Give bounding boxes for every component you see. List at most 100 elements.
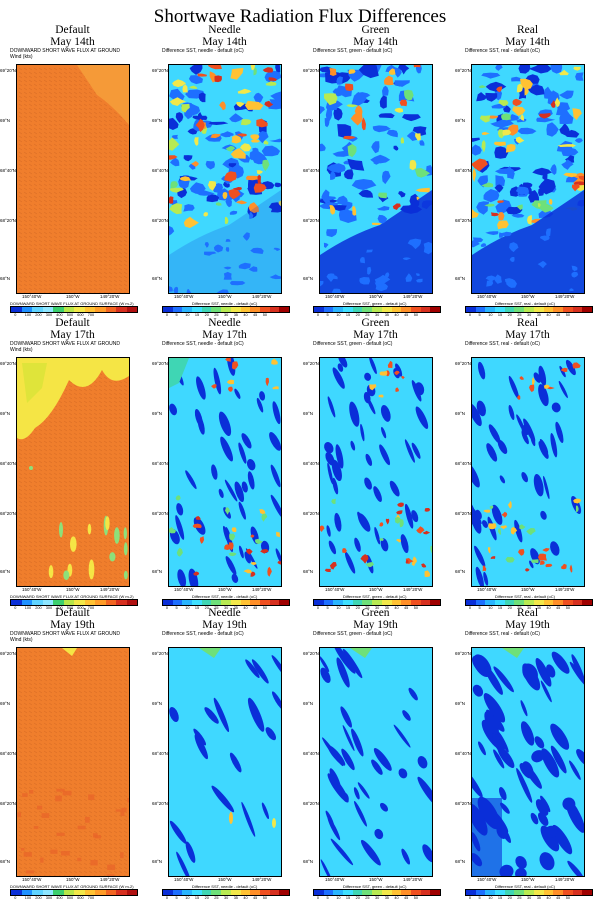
lat-tick-label: 69°N [303, 411, 314, 416]
colorbar-tick-label: 10 [185, 606, 190, 610]
colorbar-tick-label: 40 [546, 313, 551, 317]
panel-date: May 19th [202, 619, 247, 631]
colorbar-tick-label: 200 [35, 606, 42, 610]
colorbar-swatch [401, 307, 411, 312]
map-field [17, 358, 129, 586]
lat-tick-label: 68°20'N [152, 218, 168, 223]
lon-tick-label: 150°W [218, 587, 232, 592]
colorbar-swatch [259, 600, 270, 605]
panel-variable-label: Difference SST, green - default (oC) [313, 341, 393, 347]
colorbar-tick-label: 30 [527, 313, 532, 317]
colorbar-tick-label: 50 [565, 313, 570, 317]
colorbar-tick-label: 15 [194, 896, 200, 900]
panel-date: May 14th [50, 36, 95, 48]
colorbar-swatch [562, 307, 573, 312]
colorbar-swatch [163, 307, 173, 312]
colorbar-swatch [562, 600, 573, 605]
colorbar-tick-label: 20 [507, 313, 512, 317]
colorbar-swatch [485, 600, 496, 605]
colorbar-tick-label: 0 [165, 313, 168, 317]
lat-tick-label: 68°40'N [303, 751, 319, 756]
colorbar-swatch [32, 600, 43, 605]
lat-tick-label: 68°20'N [303, 511, 319, 516]
colorbar-tick-label: 40 [394, 896, 399, 900]
colorbar-swatch [524, 600, 534, 605]
lon-tick-label: 149°20'W [403, 587, 423, 592]
lon-tick-label: 149°20'W [403, 877, 423, 882]
colorbar-swatch [182, 307, 193, 312]
panel-name: Green [361, 24, 390, 36]
colorbar-swatch [420, 307, 431, 312]
colorbar-swatch [201, 307, 212, 312]
colorbar-title: Difference SST, green - default (oC) [343, 884, 407, 889]
colorbar-swatch [410, 600, 421, 605]
lon-tick-label: 150°40'W [477, 587, 497, 592]
colorbar-tick-label: 50 [262, 313, 267, 317]
lat-tick-label: 69°N [152, 118, 163, 123]
map-plot [16, 357, 130, 587]
lat-tick-label: 68°N [455, 569, 466, 574]
map-plot [319, 64, 433, 294]
panel-green-row1: Green May 14th Difference SST, green - def… [303, 20, 448, 317]
colorbar-swatch [352, 307, 363, 312]
lat-tick-label: 69°N [455, 118, 466, 123]
colorbar-tick-label: 15 [194, 313, 200, 317]
colorbar-title: DOWNWARD SHORT WAVE FLUX AT GROUND SURFA… [10, 301, 134, 306]
colorbar-swatch [420, 600, 431, 605]
lat-tick-label: 69°20'N [0, 361, 16, 366]
colorbar-swatch [211, 600, 222, 605]
lon-tick-label: 150°W [66, 877, 80, 882]
colorbar-title: DOWNWARD SHORT WAVE FLUX AT GROUND SURFA… [10, 884, 134, 889]
colorbar-tick-label: 20 [507, 606, 512, 610]
lon-tick-label: 149°20'W [252, 294, 272, 299]
colorbar-swatch [201, 600, 212, 605]
colorbar-tick-label: 25 [214, 896, 219, 900]
lat-tick-label: 69°20'N [0, 651, 16, 656]
map-field [320, 65, 432, 293]
colorbar-tick-label: 200 [35, 313, 42, 317]
lat-tick-label: 68°40'N [0, 461, 16, 466]
lat-tick-label: 68°20'N [152, 511, 168, 516]
lat-tick-label: 69°20'N [152, 68, 168, 73]
colorbar-tick-label: 35 [536, 606, 541, 610]
colorbar-tick-label: 400 [56, 896, 63, 900]
colorbar-swatch [553, 307, 563, 312]
colorbar-tick-label: 30 [375, 896, 380, 900]
colorbar [10, 306, 138, 313]
lat-tick-label: 69°N [152, 411, 163, 416]
colorbar-swatch [192, 307, 202, 312]
lon-tick-label: 149°20'W [100, 294, 120, 299]
colorbar-title: Difference SST, green - default (oC) [343, 594, 407, 599]
colorbar-swatch [95, 600, 106, 605]
colorbar-tick-label: 35 [384, 896, 389, 900]
map-field [169, 648, 281, 876]
colorbar-swatch [524, 307, 534, 312]
lat-tick-label: 68°N [152, 276, 163, 281]
colorbar-swatch [514, 307, 525, 312]
colorbar-tick-label: 10 [488, 313, 493, 317]
colorbar-swatch [172, 307, 183, 312]
colorbar-swatch [42, 307, 53, 312]
lat-tick-label: 69°20'N [303, 361, 319, 366]
map-plot [319, 357, 433, 587]
colorbar [10, 889, 138, 896]
panel-date: May 14th [353, 36, 398, 48]
colorbar-swatch [116, 600, 127, 605]
map-plot [471, 357, 585, 587]
colorbar-swatch [250, 600, 260, 605]
colorbar [465, 306, 593, 313]
colorbar-swatch [240, 600, 251, 605]
colorbar-swatch [372, 307, 382, 312]
colorbar-tick-label: 15 [497, 606, 503, 610]
colorbar-swatch [42, 600, 53, 605]
lat-tick-label: 69°N [303, 701, 314, 706]
panel-needle-row1: Needle May 14th Difference SST, needle - d… [152, 20, 297, 317]
colorbar-swatch [259, 307, 270, 312]
lat-tick-label: 69°N [0, 411, 11, 416]
lat-tick-label: 69°20'N [303, 651, 319, 656]
colorbar-tick-label: 45 [404, 313, 409, 317]
colorbar-tick-label: 5 [175, 606, 178, 610]
colorbar-tick-label: 50 [262, 606, 267, 610]
lon-tick-label: 150°W [218, 877, 232, 882]
lat-tick-label: 68°20'N [303, 218, 319, 223]
